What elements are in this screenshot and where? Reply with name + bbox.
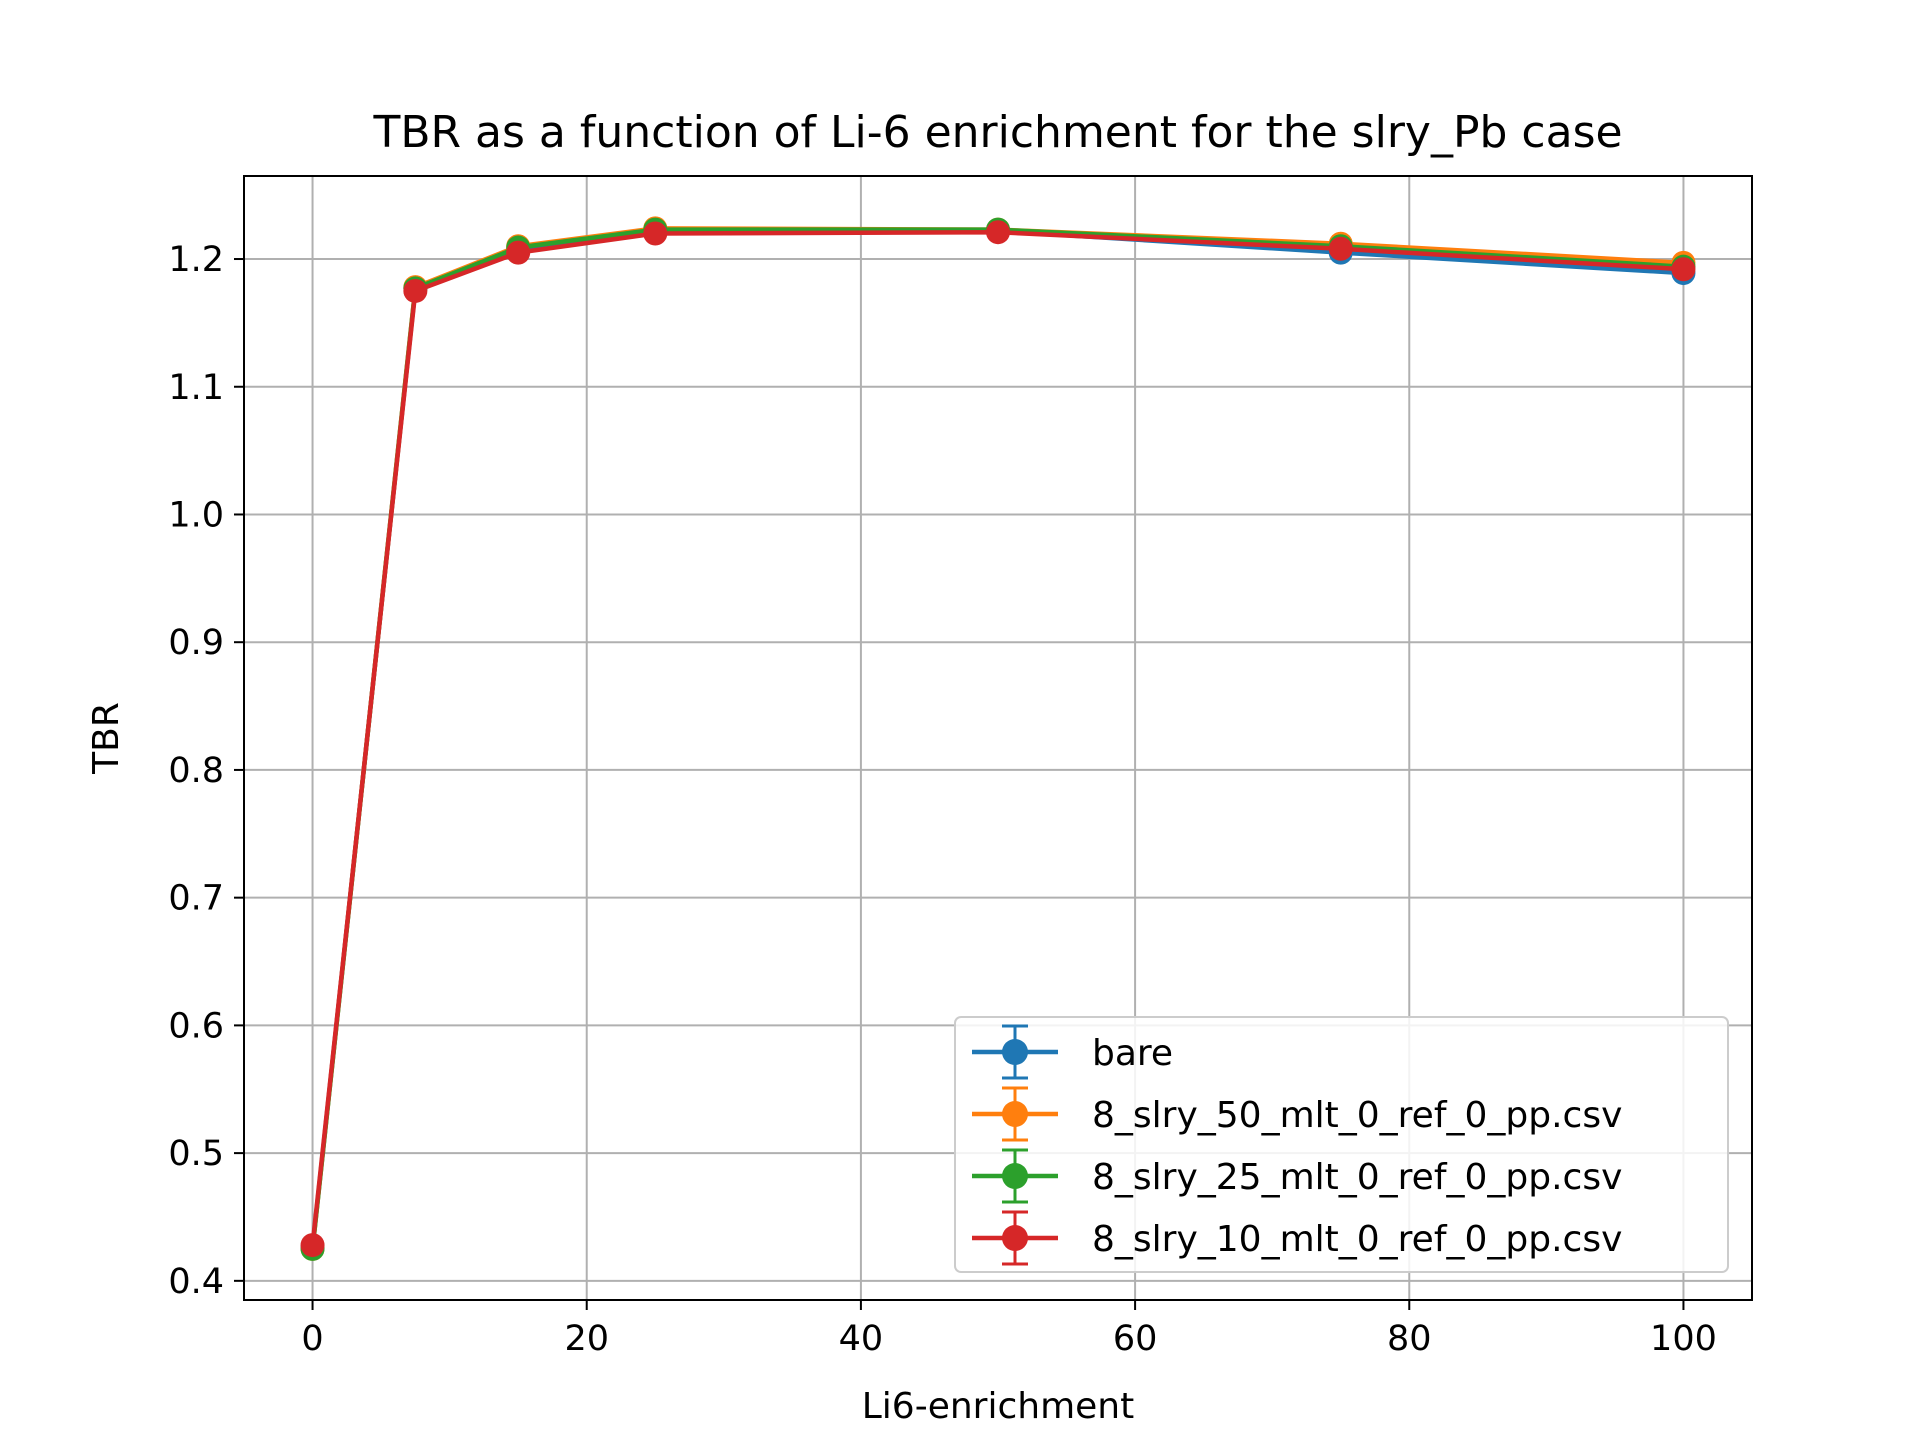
data-point [643,221,668,246]
data-point [986,220,1010,245]
series-layer [300,216,1696,1261]
legend-label: 8_slry_25_mlt_0_ref_0_pp.csv [1092,1157,1622,1198]
data-point [1671,257,1696,282]
y-tick-label: 1.2 [168,240,224,280]
chart-title: TBR as a function of Li-6 enrichment for… [372,107,1622,158]
ticks: 0 20 40 60 80 100 0.4 0.5 0.6 0.7 0.8 0.9 1.0 1.1 1.2 [168,240,1717,1359]
legend-box [954,1016,1729,1273]
data-point [1328,236,1353,261]
legend-item: 8_slry_25_mlt_0_ref_0_pp.csv [972,1148,1622,1204]
y-tick-label: 0.4 [168,1262,224,1302]
legend-label: 8_slry_10_mlt_0_ref_0_pp.csv [1092,1219,1622,1260]
legend-marker [1002,1101,1028,1127]
legend-item: 8_slry_50_mlt_0_ref_0_pp.csv [972,1086,1622,1142]
legend-marker [1002,1225,1028,1251]
legend-item: 8_slry_10_mlt_0_ref_0_pp.csv [972,1210,1622,1266]
x-axis-label: Li6-enrichment [862,1386,1134,1427]
grid [244,176,1752,1300]
x-tick-label: 100 [1650,1319,1717,1359]
x-tick-label: 40 [839,1319,884,1359]
x-tick-label: 60 [1113,1319,1158,1359]
series-4 [300,220,1696,1258]
y-tick-label: 1.1 [168,368,224,408]
data-point [300,1233,325,1258]
y-tick-label: 0.8 [168,751,224,791]
y-axis-label: TBR [86,702,127,775]
legend: bare 8_slry_50_mlt_0_ref_0_pp.csv 8_slry_2… [954,1016,1729,1273]
x-tick-label: 0 [301,1319,323,1359]
legend-marker [1002,1163,1028,1189]
y-tick-label: 0.5 [168,1134,224,1174]
legend-label: 8_slry_50_mlt_0_ref_0_pp.csv [1092,1095,1622,1136]
plot-frame [243,175,1753,1301]
legend-item: bare [972,1024,1173,1080]
legend-marker [1002,1039,1028,1065]
y-tick-label: 0.7 [168,879,224,919]
x-tick-label: 20 [564,1319,609,1359]
data-point [506,240,531,265]
x-tick-label: 80 [1387,1319,1432,1359]
y-tick-label: 0.6 [168,1006,224,1046]
y-tick-label: 0.9 [168,623,224,663]
legend-label: bare [1092,1033,1173,1074]
y-tick-label: 1.0 [168,495,224,535]
data-point [403,278,428,303]
